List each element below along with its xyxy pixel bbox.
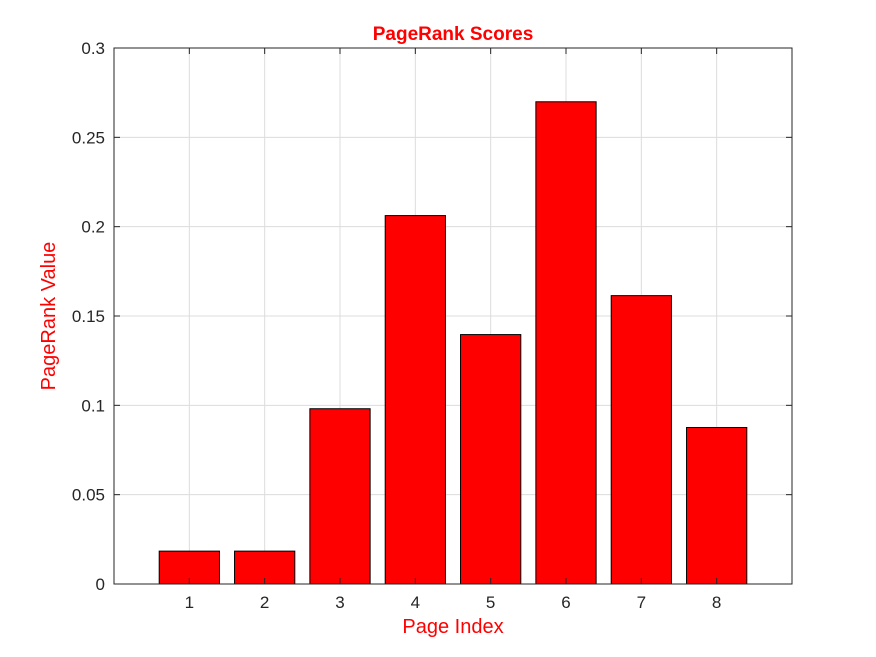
y-tick-label: 0.3 [81,39,105,58]
bar-page-4 [384,215,446,585]
bar-page-7 [610,295,672,585]
bar-page-5 [460,334,522,585]
x-tick-label: 5 [486,593,495,612]
y-axis-label: PageRank Value [38,242,60,391]
y-tick-label: 0.1 [81,396,105,415]
x-tick-label: 1 [185,593,194,612]
x-tick-label: 6 [561,593,570,612]
y-tick-label: 0.2 [81,218,105,237]
chart-title: PageRank Scores [373,24,534,45]
bar-layer [158,101,748,585]
bar-page-6 [535,101,597,585]
x-tick-label: 2 [260,593,269,612]
y-tick-label: 0.25 [72,128,105,147]
bar-page-8 [686,426,748,585]
y-tick-label: 0.05 [72,486,105,505]
y-tick-label: 0 [96,575,105,594]
y-tick-label: 0.15 [72,307,105,326]
x-tick-label: 3 [335,593,344,612]
x-tick-label: 8 [712,593,721,612]
x-axis-label: Page Index [402,616,503,638]
x-tick-label: 7 [637,593,646,612]
tick-layer: 1 2 3 4 5 6 7 8 0 0.05 0.1 0.15 0.2 0.25 0.3 [72,39,792,612]
x-tick-label: 4 [411,593,420,612]
bar-page-3 [309,408,371,585]
